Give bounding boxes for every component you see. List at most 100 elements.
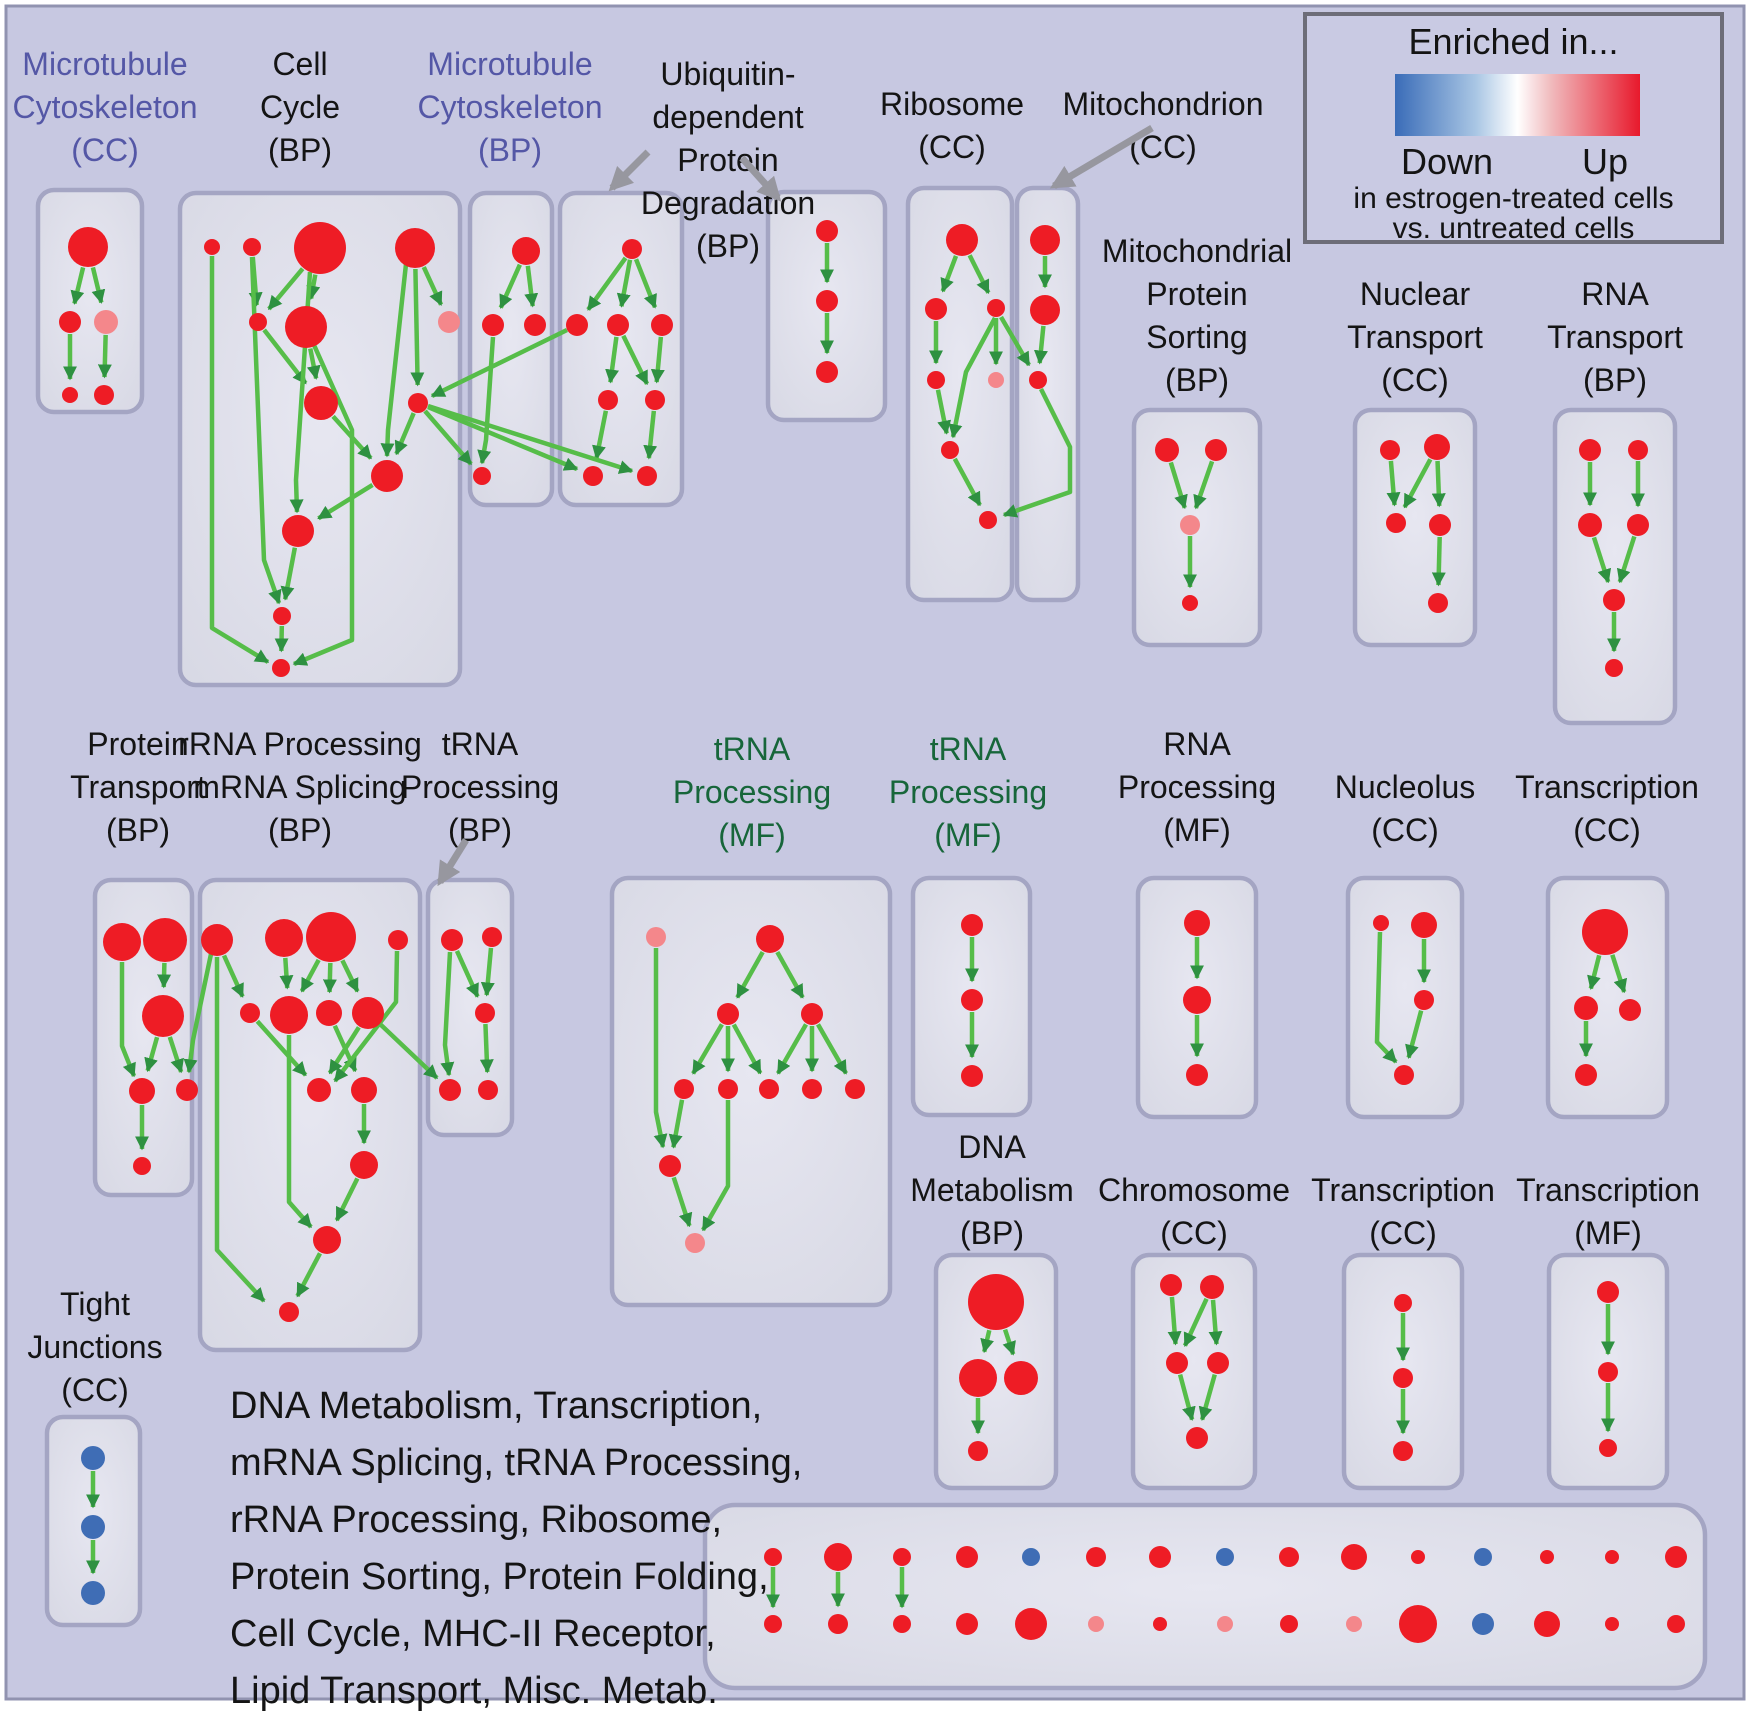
go-edge xyxy=(221,954,245,998)
go-term-node xyxy=(438,311,460,333)
go-edge xyxy=(1610,954,1628,994)
go-term-node xyxy=(1411,912,1437,938)
go-edge xyxy=(1033,325,1048,365)
go-term-node xyxy=(1160,1274,1182,1296)
cluster-label-transcription-cc-bottom: Transcription (CC) xyxy=(1311,1172,1495,1251)
go-edge xyxy=(262,328,308,385)
go-term-node xyxy=(1540,1550,1554,1564)
go-edge-elbow xyxy=(333,950,400,1083)
cluster-nodes-ubiquitin-degradation-box-a xyxy=(566,239,673,486)
cluster-box-trna-processing-bp xyxy=(425,877,515,1138)
cluster-label-line: dependent xyxy=(652,99,803,135)
cluster-label-line: (MF) xyxy=(1574,1215,1642,1251)
cluster-nodes-protein-transport-bp xyxy=(103,918,198,1175)
go-term-node xyxy=(240,1003,260,1023)
go-term-node xyxy=(524,314,546,336)
go-term-node xyxy=(1665,1546,1687,1568)
go-term-node xyxy=(1394,1294,1412,1312)
go-term-node xyxy=(1030,225,1060,255)
go-term-node xyxy=(979,511,997,529)
go-term-node xyxy=(1579,439,1601,461)
cluster-nodes-mitochondrion-cc xyxy=(1029,225,1060,389)
go-term-node xyxy=(959,1359,997,1397)
go-term-node xyxy=(81,1515,105,1539)
cluster-label-line: rRNA Processing xyxy=(178,726,422,762)
go-edge xyxy=(295,1252,322,1298)
go-term-node xyxy=(961,914,983,936)
cluster-label-line: Processing xyxy=(673,774,831,810)
cluster-label-line: Cell xyxy=(272,46,327,82)
cluster-edges-mitochondrion-cc xyxy=(1033,256,1052,365)
cluster-label-line: Protein xyxy=(1146,276,1247,312)
go-term-node xyxy=(1086,1547,1106,1567)
go-term-node xyxy=(439,1079,461,1101)
cluster-label-line: Transport xyxy=(1347,319,1483,355)
go-edge xyxy=(1002,1328,1016,1356)
cluster-label-transcription-mf-bottom: Transcription (MF) xyxy=(1516,1172,1700,1251)
go-term-node xyxy=(1200,1275,1224,1299)
go-term-node xyxy=(941,441,959,459)
cluster-nodes-dna-metabolism-bp xyxy=(959,1274,1038,1461)
go-edge xyxy=(524,265,539,308)
go-term-node xyxy=(756,925,784,953)
go-term-node xyxy=(1207,1352,1229,1374)
go-term-node xyxy=(441,929,463,951)
go-term-node xyxy=(408,393,428,413)
trna-bp-pointer xyxy=(437,838,469,887)
cluster-nodes-rna-transport-bp xyxy=(1578,439,1649,677)
go-edge xyxy=(306,348,321,380)
go-term-node xyxy=(143,918,187,962)
cluster-label-line: tRNA xyxy=(442,726,519,762)
cluster-edges-ubiquitin-degradation-box-a xyxy=(586,256,665,460)
cluster-label-line: (CC) xyxy=(1381,362,1449,398)
go-term-node xyxy=(59,311,81,333)
go-term-node xyxy=(1399,1605,1437,1643)
cluster-label-line: Transcription xyxy=(1311,1172,1495,1208)
cluster-label-line: tRNA xyxy=(930,731,1007,767)
cluster-nodes-ribosome-cc xyxy=(925,224,1005,529)
go-term-node xyxy=(987,299,1005,317)
cluster-nodes-trna-processing-bp xyxy=(439,927,502,1101)
cluster-edges-nucleolus-cc xyxy=(1374,931,1431,1064)
go-edge xyxy=(1616,535,1637,584)
go-term-node xyxy=(473,467,491,485)
go-term-node xyxy=(961,989,983,1011)
go-edge xyxy=(1431,460,1446,508)
mitochondrion-pointer xyxy=(1049,124,1154,190)
go-term-node xyxy=(306,912,356,962)
cluster-edges-mixed-terms-band xyxy=(766,1567,909,1609)
legend-title: Enriched in... xyxy=(1408,21,1618,62)
go-term-node xyxy=(243,238,261,256)
go-term-node xyxy=(1394,1065,1414,1085)
legend-down-label: Down xyxy=(1401,141,1493,182)
go-term-node xyxy=(1598,1362,1618,1382)
cluster-box-ubiquitin-degradation-box-a xyxy=(557,190,685,508)
go-edge xyxy=(643,410,658,460)
go-edge xyxy=(280,547,298,601)
cross-edge-ribosome-to-mito xyxy=(999,315,1031,367)
go-term-node xyxy=(1346,1616,1362,1632)
go-term-node xyxy=(845,1079,865,1099)
cluster-label-transcription-cc-mid: Transcription (CC) xyxy=(1515,769,1699,848)
go-edge xyxy=(776,1023,808,1075)
cluster-label-line: Mitochondrial xyxy=(1102,233,1292,269)
go-edge-elbow xyxy=(1374,931,1398,1064)
cluster-label-line: (BP) xyxy=(448,812,512,848)
go-term-node xyxy=(1153,1617,1167,1631)
go-edge xyxy=(299,958,321,993)
go-edge xyxy=(340,959,360,993)
cluster-nodes-trna-processing-mf-large xyxy=(646,925,865,1253)
go-edge xyxy=(322,962,337,994)
go-term-node xyxy=(371,460,403,492)
go-term-node xyxy=(685,1233,705,1253)
go-term-node xyxy=(1605,659,1623,677)
misc-terms-line: mRNA Splicing, tRNA Processing, xyxy=(230,1442,802,1484)
go-edge xyxy=(454,950,480,998)
cluster-box-chromosome-cc xyxy=(1130,1252,1258,1491)
cluster-edges-rna-transport-bp xyxy=(1583,461,1645,653)
cluster-label-line: Nucleolus xyxy=(1335,769,1476,805)
cluster-box-nuclear-transport-cc xyxy=(1352,407,1478,648)
cluster-label-rna-transport-bp: RNA Transport (BP) xyxy=(1547,276,1683,398)
cluster-nodes-tight-junctions-cc xyxy=(81,1446,105,1605)
cluster-edges-dna-metabolism-bp xyxy=(971,1328,1016,1435)
